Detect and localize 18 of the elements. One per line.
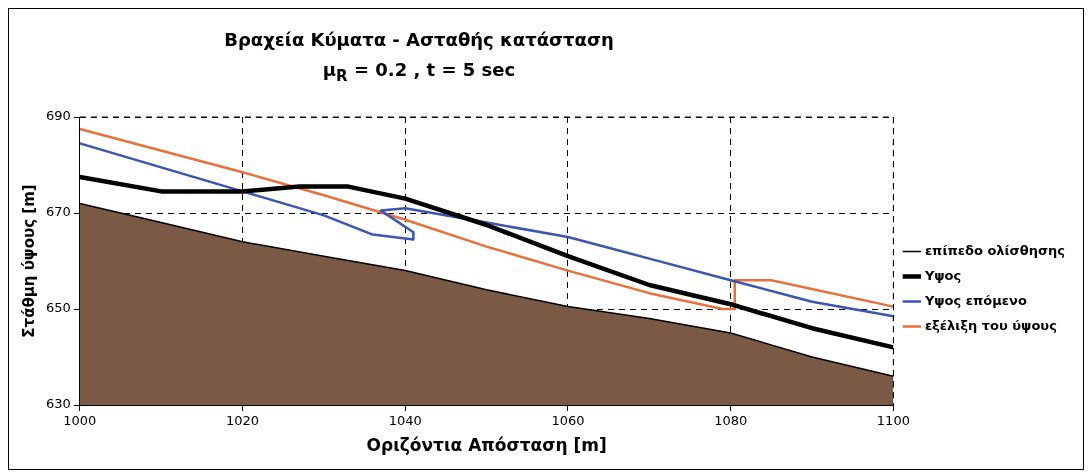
x-tick-label: 1000	[63, 413, 97, 429]
legend-label: Υψος επόμενο	[923, 292, 1027, 308]
y-axis-title: Στάθμη ύψους [m]	[19, 184, 38, 338]
x-tick-label: 1060	[551, 413, 585, 429]
x-tick-label: 1080	[714, 413, 748, 429]
y-tick-label: 630	[45, 396, 71, 412]
x-tick-label: 1040	[388, 413, 422, 429]
x-axis-title: Οριζόντια Απόσταση [m]	[366, 435, 607, 456]
x-tick-label: 1020	[225, 413, 260, 429]
chart-subtitle: μ$_{R}$ = 0.2 , t = 5 sec	[321, 58, 517, 87]
legend-label: Υψος	[923, 267, 962, 283]
x-tick-label: 1100	[876, 413, 910, 429]
y-tick-label: 690	[45, 108, 71, 124]
legend-label: εξέλιξη του ύψους	[924, 317, 1057, 333]
legend-label: επίπεδο ολίσθησης	[924, 242, 1066, 258]
chart-title: Βραχεία Κύματα - Ασταθής κατάσταση	[223, 28, 615, 52]
y-tick-label: 670	[45, 204, 71, 220]
y-tick-label: 650	[45, 300, 71, 316]
